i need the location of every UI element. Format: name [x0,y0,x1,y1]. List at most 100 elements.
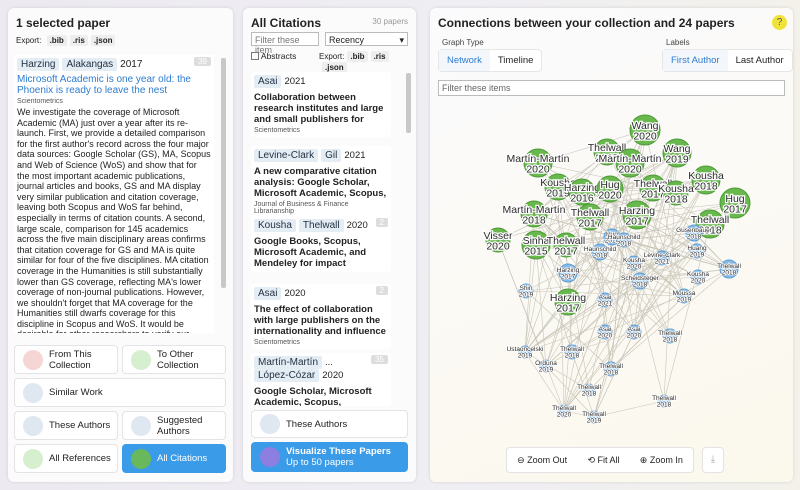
edge [545,365,595,418]
edge [644,129,685,297]
filter-input[interactable]: Filter these item [251,32,319,55]
fit-all-button[interactable]: ⟲ Fit All [587,454,620,465]
paper-title[interactable]: Microsoft Academic is one year old: the … [17,74,191,96]
export-button[interactable]: .bib [46,35,67,46]
edge [609,188,635,333]
paper-card[interactable]: 39 Harzing Alakangas 2017 Microsoft Academ… [14,55,214,333]
node-circle [622,200,652,230]
node-year: 2016 [570,193,594,205]
node-label: Thelwall [658,330,682,337]
sort-select[interactable]: Recency ▾ [325,32,408,46]
visualize-button[interactable]: Visualize These Papers Up to 50 papers [251,442,408,472]
filter-input[interactable]: Filter these items [438,80,785,96]
graph-type-option[interactable]: Network [439,50,490,71]
all-citations-button[interactable]: All Citations [122,444,226,473]
node-circle [553,232,579,258]
scrollbar[interactable] [406,73,411,133]
journal: Scientometrics [254,127,300,134]
export-button[interactable]: .json [90,35,116,46]
edge [533,129,646,215]
abstracts-toggle[interactable]: Abstracts [251,51,296,61]
label-option[interactable]: First Author [663,50,728,71]
graph-type-option[interactable]: Timeline [497,55,534,66]
edge [571,331,635,353]
help-button[interactable]: ? [772,15,787,30]
paper-card[interactable]: Levine-Clark Gil 2021 A new comparative cit… [251,146,391,218]
zoom-out-button[interactable]: ⊖ Zoom Out [517,454,568,465]
zoom-in-button[interactable]: ⊕ Zoom In [639,454,683,465]
paper-card[interactable]: 2 Kousha Thelwall 2020 Google Books, Scopus,… [251,216,391,272]
export-button[interactable]: .ris [69,35,88,46]
export-label: Export: [16,36,42,45]
export-button[interactable]: .bib [347,51,368,62]
graph-type-label: Graph Type [442,38,484,47]
edge [639,152,678,282]
label-option[interactable]: Last Author [735,55,784,66]
export-button[interactable]: .ris [370,51,389,62]
node-year: 2019 [546,188,570,200]
paper-title: Collaboration between research institute… [254,92,384,125]
similar-work-button[interactable]: Similar Work [14,378,226,407]
right-panel: Connections between your collection and … [430,8,793,482]
all-references-button[interactable]: All References [14,444,118,473]
paper-card[interactable]: 35 Martín-Martín ... López-Cózar 2020 Google … [251,353,391,406]
paper-card[interactable]: 2 Asai 2020 The effect of collaboration wit… [251,284,391,349]
author[interactable]: Harzing [17,58,60,71]
these-authors-button[interactable]: These Authors [14,411,118,440]
suggested-authors-button[interactable]: Suggested Authors [122,411,226,440]
edge [623,202,736,241]
from-collection-button[interactable]: From This Collection [14,345,118,374]
download-button[interactable]: ⤓ [702,447,724,473]
to-collection-button[interactable]: To Other Collection [122,345,226,374]
these-authors-button[interactable]: These Authors [251,410,408,438]
author[interactable]: Alakangas [62,58,118,71]
scrollbar[interactable] [221,58,226,288]
paper-card[interactable]: Asai 2021 Collaboration between research i… [251,72,391,137]
export-button[interactable]: .json [322,62,347,73]
